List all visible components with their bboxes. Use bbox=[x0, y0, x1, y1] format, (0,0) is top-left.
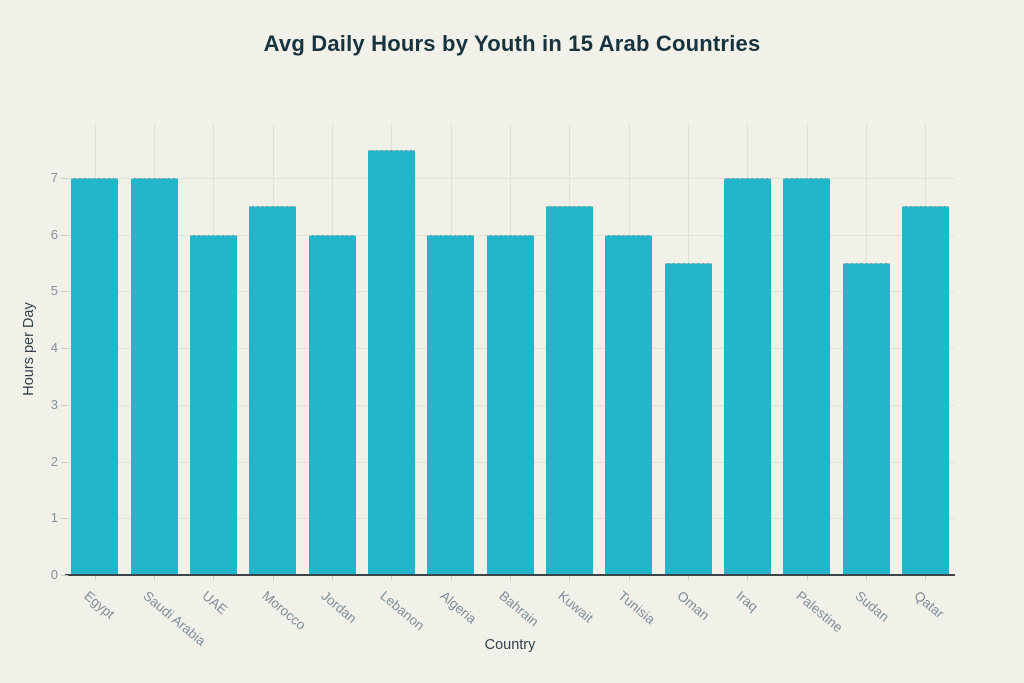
bar-saudi-arabia bbox=[130, 178, 178, 575]
y-tick-label: 7 bbox=[50, 170, 58, 185]
x-tick-mark bbox=[628, 576, 630, 580]
x-tick-label: Egypt bbox=[81, 588, 118, 622]
y-tick-label: 1 bbox=[50, 510, 58, 526]
y-tick-mark bbox=[61, 234, 68, 236]
x-tick-label: Iraq bbox=[733, 588, 762, 615]
x-tick-mark bbox=[391, 576, 393, 580]
y-tick-mark bbox=[61, 348, 68, 350]
x-tick-label: Oman bbox=[674, 588, 713, 624]
x-tick-mark bbox=[94, 576, 96, 580]
plot-area bbox=[65, 123, 955, 576]
y-tick-label: 2 bbox=[50, 453, 58, 469]
chart-title: Avg Daily Hours by Youth in 15 Arab Coun… bbox=[263, 31, 761, 56]
x-tick-label: Lebanon bbox=[377, 588, 428, 634]
x-tick-label: Kuwait bbox=[555, 588, 597, 626]
y-tick-mark bbox=[61, 575, 68, 576]
x-axis-title: Country bbox=[484, 637, 536, 653]
bar-jordan bbox=[308, 234, 356, 575]
bar-sudan bbox=[842, 263, 890, 575]
x-tick-mark bbox=[213, 576, 215, 580]
y-tick-mark bbox=[61, 178, 68, 179]
bar-tunisia bbox=[605, 234, 653, 575]
bar-bahrain bbox=[486, 234, 534, 575]
x-tick-mark bbox=[510, 576, 511, 580]
bar-iraq bbox=[723, 178, 771, 575]
x-axis-line bbox=[65, 574, 955, 576]
y-tick-label: 6 bbox=[50, 226, 58, 242]
y-tick-mark bbox=[61, 518, 68, 520]
x-tick-mark bbox=[569, 576, 571, 580]
x-tick-label: UAE bbox=[199, 588, 231, 618]
bar-kuwait bbox=[545, 206, 593, 575]
bar-oman bbox=[664, 263, 712, 575]
x-tick-mark bbox=[925, 576, 927, 580]
y-tick-label: 5 bbox=[50, 283, 58, 299]
x-tick-label: Jordan bbox=[318, 588, 360, 627]
x-tick-mark bbox=[154, 576, 155, 580]
y-tick-label: 0 bbox=[50, 567, 58, 582]
y-tick-mark bbox=[61, 404, 68, 406]
x-tick-label: Sudan bbox=[852, 588, 892, 625]
y-tick-label: 3 bbox=[50, 396, 58, 412]
y-tick-mark bbox=[61, 461, 68, 463]
x-tick-label: Tunisia bbox=[615, 588, 658, 628]
x-tick-mark bbox=[866, 576, 867, 580]
bar-palestine bbox=[783, 178, 831, 575]
y-tick-label: 4 bbox=[50, 340, 58, 356]
x-tick-label: Algeria bbox=[437, 588, 479, 627]
bar-algeria bbox=[427, 234, 475, 575]
x-tick-mark bbox=[747, 576, 749, 580]
x-tick-label: Qatar bbox=[911, 588, 948, 622]
x-tick-label: Morocco bbox=[259, 588, 309, 633]
x-tick-mark bbox=[450, 576, 452, 580]
y-axis-title: Hours per Day bbox=[21, 302, 37, 396]
x-tick-label: Palestine bbox=[793, 588, 846, 636]
x-tick-mark bbox=[332, 576, 333, 580]
bar-qatar bbox=[901, 206, 949, 575]
x-tick-mark bbox=[688, 576, 689, 580]
x-tick-mark bbox=[806, 576, 808, 580]
bar-egypt bbox=[71, 178, 119, 575]
bar-lebanon bbox=[367, 149, 415, 575]
bar-morocco bbox=[249, 206, 297, 575]
x-tick-mark bbox=[272, 576, 274, 580]
x-tick-label: Bahrain bbox=[496, 588, 542, 630]
bar-uae bbox=[189, 234, 237, 575]
y-tick-mark bbox=[61, 291, 68, 293]
